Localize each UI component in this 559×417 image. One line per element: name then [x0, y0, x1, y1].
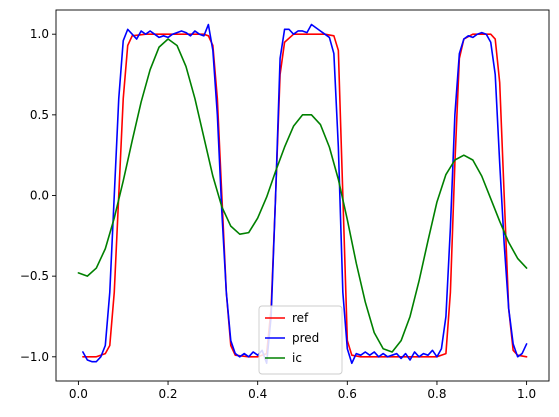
legend-box — [258, 305, 343, 375]
legend-label-ic: ic — [292, 351, 302, 365]
x-axis: 0.0 0.2 0.4 0.6 0.8 1.0 — [69, 381, 536, 401]
y-tick-label: −1.0 — [20, 350, 49, 364]
y-tick-label: 1.0 — [30, 27, 49, 41]
y-tick-label: 0.5 — [30, 108, 49, 122]
legend-label-pred: pred — [292, 331, 319, 345]
x-tick-label: 0.6 — [338, 387, 357, 401]
y-tick-label: 0.0 — [30, 189, 49, 203]
series-line-ic — [77, 38, 528, 353]
legend-label-ref: ref — [292, 311, 309, 325]
x-tick-label: 0.4 — [248, 387, 267, 401]
y-axis: −1.0 −0.5 0.0 0.5 1.0 — [20, 27, 56, 364]
x-tick-label: 1.0 — [517, 387, 536, 401]
series-layer — [77, 23, 528, 365]
x-tick-label: 0.0 — [69, 387, 88, 401]
y-tick-label: −0.5 — [20, 269, 49, 283]
legend: ref pred ic — [258, 305, 343, 375]
series-line-pred — [82, 23, 528, 365]
x-tick-label: 0.8 — [427, 387, 446, 401]
x-tick-label: 0.2 — [158, 387, 177, 401]
